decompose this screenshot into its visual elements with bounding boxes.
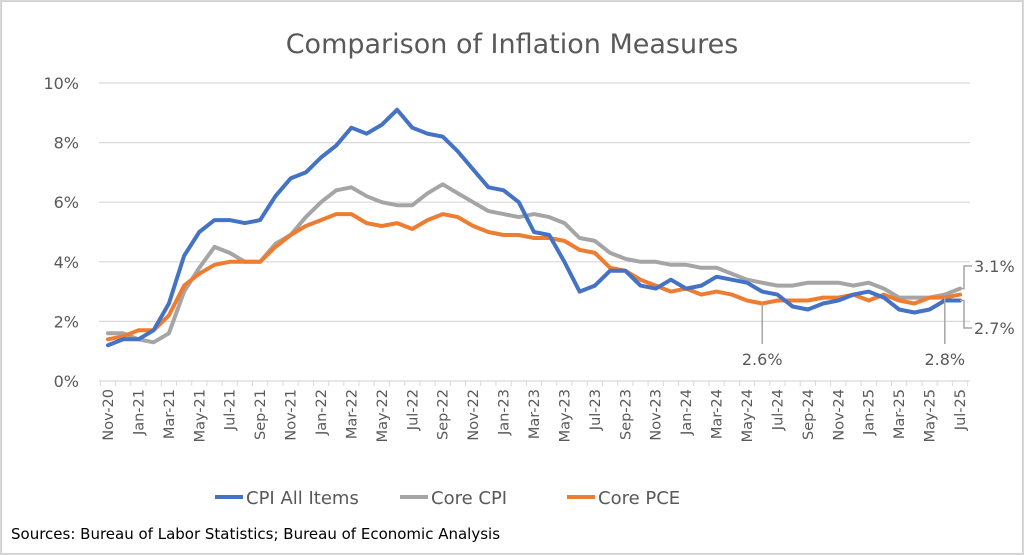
- x-tick-label: May-25: [923, 389, 939, 442]
- y-tick-label: 0%: [54, 372, 79, 391]
- annotation-label: 3.1%: [974, 257, 1015, 276]
- series-line-cpi-all-items: [106, 107, 962, 348]
- x-tick-label: Nov-22: [466, 389, 482, 441]
- x-tick-label: Jul-21: [223, 389, 239, 431]
- x-tick-label: Nov-21: [284, 389, 300, 441]
- x-tick-label: Jul-25: [953, 389, 969, 431]
- legend-item-cpi-all-items: CPI All Items: [215, 488, 359, 509]
- annotation-label: 2.8%: [924, 350, 965, 369]
- x-tick-label: May-23: [557, 389, 573, 442]
- x-tick-label: May-24: [740, 389, 756, 442]
- x-tick-label: Mar-24: [710, 389, 726, 439]
- x-tick-label: Nov-24: [831, 389, 847, 441]
- x-tick-label: Jan-23: [497, 389, 513, 436]
- x-tick-label: May-22: [375, 389, 391, 442]
- x-axis: Nov-20 Jan-21 Mar-21 May-21 Jul-21 Sep-21 Nov-…: [99, 380, 970, 442]
- annotation-leader: [960, 265, 972, 290]
- gridlines: [99, 82, 970, 322]
- x-tick-label: Jan-24: [679, 389, 695, 436]
- y-tick-label: 4%: [54, 253, 79, 272]
- x-tick-label: Sep-23: [618, 389, 634, 440]
- series-line-core-pce: [106, 212, 962, 342]
- legend-label: Core CPI: [431, 488, 507, 509]
- x-tick-label: Jul-24: [770, 389, 786, 431]
- x-tick-label: Sep-24: [801, 389, 817, 440]
- x-tick-label: Nov-20: [101, 389, 117, 441]
- x-tick-label: Sep-22: [436, 389, 452, 440]
- source-note: Sources: Bureau of Labor Statistics; Bur…: [11, 525, 500, 543]
- x-tick-label: Jul-22: [405, 389, 421, 431]
- annotation-leader: [960, 299, 972, 329]
- x-tick-label: Jul-23: [588, 389, 604, 431]
- y-tick-label: 8%: [54, 134, 79, 153]
- legend-label: Core PCE: [598, 488, 680, 509]
- legend-label: CPI All Items: [246, 488, 359, 509]
- annotation-label: 2.6%: [742, 350, 783, 369]
- annotation-label: 2.7%: [974, 319, 1015, 338]
- y-axis-ticks: 0% 2% 4% 6% 8% 10%: [43, 74, 79, 391]
- y-tick-label: 2%: [54, 312, 79, 331]
- x-tick-label: Nov-23: [649, 389, 665, 441]
- x-tick-label: Mar-23: [527, 389, 543, 439]
- chart-title: Comparison of Inflation Measures: [286, 29, 739, 60]
- annotations: 3.1% 2.7% 2.6% 2.8%: [742, 257, 1015, 369]
- x-tick-label: Mar-22: [344, 389, 360, 439]
- legend: CPI All Items Core CPI Core PCE: [215, 488, 680, 509]
- x-tick-label: Jan-21: [131, 389, 147, 436]
- x-tick-label: Jan-22: [314, 389, 330, 436]
- x-tick-label: Jan-25: [862, 389, 878, 436]
- y-tick-label: 10%: [43, 74, 79, 93]
- x-tick-label: Mar-21: [162, 389, 178, 439]
- x-tick-label: Sep-21: [253, 389, 269, 440]
- legend-item-core-pce: Core PCE: [567, 488, 680, 509]
- x-tick-label: Mar-25: [892, 389, 908, 439]
- y-tick-label: 6%: [54, 193, 79, 212]
- legend-item-core-cpi: Core CPI: [400, 488, 507, 509]
- x-tick-label: May-21: [192, 389, 208, 442]
- series-lines: [106, 107, 962, 348]
